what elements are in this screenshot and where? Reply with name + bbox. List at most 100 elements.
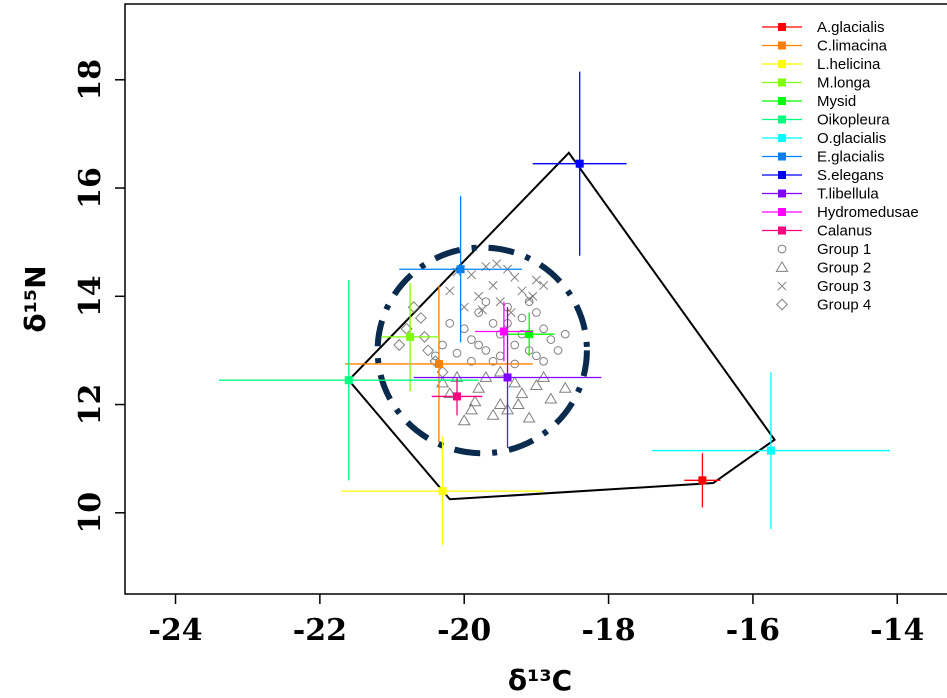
group-point (438, 340, 447, 350)
species-marker (438, 487, 447, 496)
group-point (479, 370, 493, 382)
legend-item: Hydromedusae (762, 204, 919, 221)
ellipse-layer (374, 244, 590, 457)
legend-label: T.libellula (817, 186, 879, 203)
group-point (474, 340, 484, 350)
group-point (539, 324, 548, 334)
x-tick-label: -14 (870, 613, 924, 648)
legend-label: O.glacialis (817, 130, 886, 147)
species-point (475, 301, 533, 362)
species-marker (344, 376, 353, 385)
legend-swatch (778, 115, 786, 124)
legend-label: L.helicina (817, 56, 881, 73)
legend-label: A.glacialis (817, 19, 885, 36)
legend-item: O.glacialis (762, 130, 886, 147)
group-point (493, 397, 507, 409)
group-point (495, 297, 505, 307)
group-point (472, 381, 486, 393)
legend-swatch (778, 78, 786, 87)
legend-label: Mysid (817, 93, 856, 110)
group-point (477, 305, 487, 315)
group-point (481, 346, 491, 355)
group-point (474, 291, 484, 301)
legend-item: T.libellula (762, 186, 879, 203)
hull-polygon (347, 151, 776, 501)
group-point (468, 395, 482, 407)
species-marker (766, 446, 775, 455)
legend-swatch (778, 41, 786, 50)
x-tick-label: -24 (148, 613, 202, 648)
group-point (539, 356, 548, 366)
legend-swatch (778, 97, 786, 105)
group-point (544, 392, 558, 404)
legend-item: Group 1 (777, 241, 871, 258)
legend-swatch (778, 134, 786, 142)
group-point (457, 414, 471, 426)
group-point (459, 324, 469, 334)
legend-swatch (778, 189, 786, 198)
standard-ellipse (374, 244, 590, 457)
legend-item: Group 4 (776, 297, 871, 314)
legend-marker (777, 281, 787, 291)
legend-item: M.longa (762, 75, 871, 92)
group-point (532, 308, 541, 317)
group-point (506, 307, 516, 318)
legend-item: Group 2 (775, 260, 871, 277)
group-point (467, 335, 476, 344)
legend-label: S.elegans (817, 167, 884, 184)
legend-label: Group 4 (817, 297, 871, 314)
group-point (495, 351, 505, 361)
group-point (481, 297, 491, 307)
species-marker (499, 327, 508, 336)
species-point (381, 282, 439, 392)
legend-item: C.limacina (762, 38, 888, 55)
species-point (684, 453, 721, 508)
x-tick-label: -20 (437, 613, 491, 648)
species-marker (698, 476, 707, 485)
group-point (418, 330, 431, 343)
legend-swatch (778, 208, 786, 216)
legend-marker (777, 244, 787, 254)
group-point (493, 365, 507, 377)
group-points (393, 259, 572, 426)
x-tick-label: -22 (293, 613, 347, 648)
legend-item: Mysid (762, 93, 856, 110)
group-point (466, 270, 476, 280)
y-tick-label: 16 (73, 167, 108, 209)
legend-label: Oikopleura (817, 112, 890, 129)
group-point (524, 294, 534, 304)
species-marker (575, 159, 584, 168)
group-point (464, 403, 478, 415)
y-tick-label: 18 (73, 59, 108, 101)
species-point (651, 372, 891, 530)
group-point (517, 286, 527, 296)
legend-item: Oikopleura (762, 112, 890, 129)
group-point (488, 356, 498, 366)
species-point (218, 280, 479, 481)
group-point (537, 370, 551, 382)
group-point (510, 340, 520, 350)
group-point (531, 275, 541, 285)
y-tick-label: 12 (73, 384, 108, 426)
legend-swatch (778, 152, 786, 161)
group-point (452, 348, 462, 358)
group-point (488, 280, 498, 291)
species-marker (456, 265, 465, 274)
species-error-bars (218, 71, 891, 546)
legend-label: Calanus (817, 223, 872, 240)
group-point (517, 313, 527, 323)
species-marker (525, 330, 534, 339)
x-tick-label: -18 (581, 613, 635, 648)
legend-label: M.longa (817, 75, 871, 92)
group-point (443, 387, 457, 399)
group-point (474, 308, 484, 317)
species-point (345, 285, 533, 443)
y-axis-title: δ¹⁵N (19, 265, 52, 332)
group-point (511, 397, 525, 409)
group-point (486, 408, 500, 420)
group-point (467, 356, 476, 366)
legend-label: Group 2 (817, 260, 871, 277)
group-point (522, 411, 536, 423)
legend-swatch (778, 60, 786, 68)
group-point (528, 291, 538, 301)
